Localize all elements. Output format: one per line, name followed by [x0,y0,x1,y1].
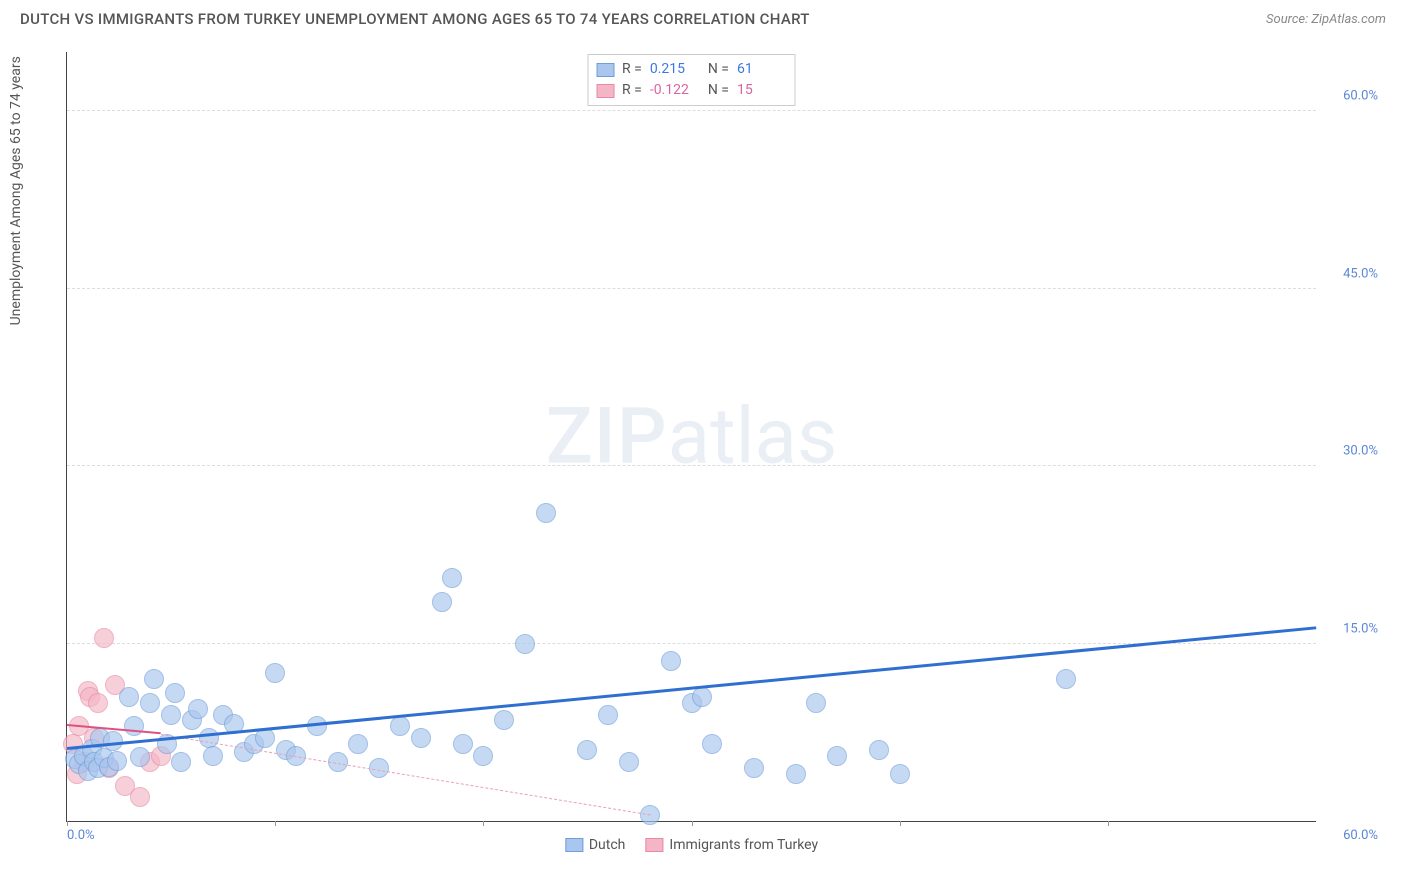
y-tick-label: 60.0% [1343,89,1378,104]
plot-area: ZIPatlas R = 0.215 N = 61 R = -0.122 N =… [66,52,1316,822]
r-value-dutch: 0.215 [650,59,700,80]
x-tick-mark [67,821,68,826]
n-label: N = [708,80,729,101]
data-point [692,687,712,707]
n-value-turkey: 15 [737,80,787,101]
chart-title: DUTCH VS IMMIGRANTS FROM TURKEY UNEMPLOY… [20,10,810,28]
data-point [124,716,144,736]
data-point [515,634,535,654]
data-point [165,683,185,703]
data-point [453,734,473,754]
data-point [744,758,764,778]
data-point [130,787,150,807]
trend-line [67,626,1316,750]
n-value-dutch: 61 [737,59,787,80]
data-point [442,568,462,588]
stats-row-turkey: R = -0.122 N = 15 [596,80,787,101]
y-tick-label: 15.0% [1343,621,1378,636]
x-tick-mark [275,821,276,826]
data-point [94,628,114,648]
data-point [265,663,285,683]
data-point [107,751,127,771]
r-label: R = [622,80,642,101]
grid-line [67,288,1316,289]
series-legend: Dutch Immigrants from Turkey [565,837,818,853]
x-tick-right: 60.0% [1343,828,1378,843]
legend-item-dutch: Dutch [565,837,626,853]
data-point [130,747,150,767]
y-tick-label: 30.0% [1343,444,1378,459]
trend-line [161,734,650,815]
data-point [203,746,223,766]
stats-row-dutch: R = 0.215 N = 61 [596,59,787,80]
swatch-dutch [596,63,614,77]
data-point [144,669,164,689]
data-point [103,731,123,751]
swatch-turkey [645,838,663,852]
y-axis-label: Unemployment Among Ages 65 to 74 years [8,56,24,325]
data-point [702,734,722,754]
data-point [88,693,108,713]
data-point [140,693,160,713]
data-point [577,740,597,760]
legend-item-turkey: Immigrants from Turkey [645,837,818,853]
data-point [890,764,910,784]
x-tick-mark [483,821,484,826]
data-point [536,503,556,523]
correlation-stats-box: R = 0.215 N = 61 R = -0.122 N = 15 [587,54,796,106]
data-point [432,592,452,612]
data-point [827,746,847,766]
chart-container: Unemployment Among Ages 65 to 74 years Z… [20,42,1386,862]
data-point [411,728,431,748]
r-label: R = [622,59,642,80]
data-point [348,734,368,754]
swatch-turkey [596,84,614,98]
x-tick-left: 0.0% [67,828,95,843]
data-point [119,687,139,707]
data-point [161,705,181,725]
data-point [1056,669,1076,689]
data-point [188,699,208,719]
grid-line [67,110,1316,111]
data-point [598,705,618,725]
data-point [494,710,514,730]
swatch-dutch [565,838,583,852]
data-point [786,764,806,784]
legend-label: Dutch [589,837,626,853]
data-point [199,728,219,748]
data-point [473,746,493,766]
grid-line [67,465,1316,466]
x-tick-mark [1108,821,1109,826]
n-label: N = [708,59,729,80]
x-tick-mark [900,821,901,826]
data-point [806,693,826,713]
legend-label: Immigrants from Turkey [669,837,818,853]
source-attribution: Source: ZipAtlas.com [1266,12,1386,27]
x-tick-mark [692,821,693,826]
y-tick-label: 45.0% [1343,266,1378,281]
r-value-turkey: -0.122 [650,80,700,101]
data-point [171,752,191,772]
data-point [390,716,410,736]
data-point [869,740,889,760]
data-point [619,752,639,772]
data-point [661,651,681,671]
watermark: ZIPatlas [546,391,838,482]
